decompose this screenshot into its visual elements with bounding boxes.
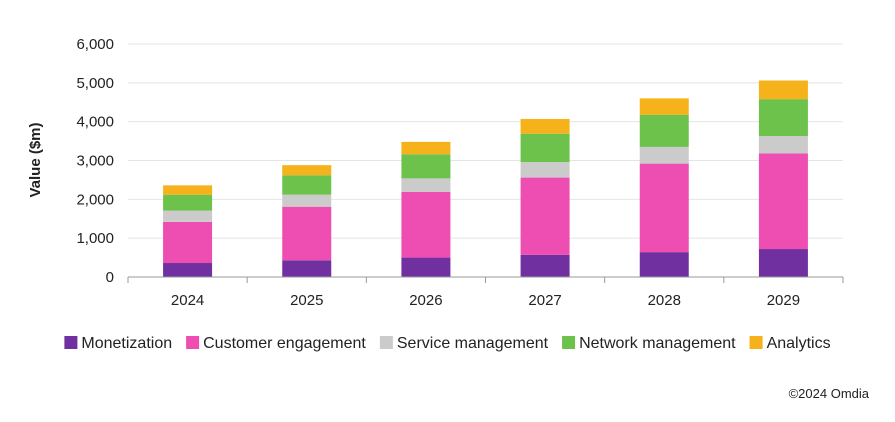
- bar-analytics-2027: [520, 118, 570, 134]
- bar-service-management-2025: [282, 194, 332, 207]
- legend-label: Analytics: [767, 335, 831, 352]
- bar-monetization-2025: [282, 260, 332, 277]
- bar-service-management-2029: [758, 136, 808, 154]
- bars: [163, 80, 808, 277]
- bar-analytics-2026: [401, 141, 451, 155]
- bar-monetization-2028: [639, 252, 689, 277]
- legend-item-service-management: Service management: [379, 335, 549, 352]
- axes: [127, 276, 844, 283]
- bar-network-management-2029: [758, 99, 808, 137]
- x-tick-label: 2028: [648, 292, 681, 309]
- y-tick-label: 1,000: [76, 230, 114, 247]
- bar-monetization-2027: [520, 254, 570, 277]
- legend-item-monetization: Monetization: [64, 335, 172, 352]
- y-tick-label: 0: [106, 269, 114, 286]
- bar-service-management-2026: [401, 178, 451, 192]
- bar-customer-engagement-2027: [520, 177, 570, 255]
- y-axis-title: Value ($m): [27, 122, 44, 197]
- bar-network-management-2026: [401, 154, 451, 179]
- legend: Monetization Customer engagement Service m…: [64, 335, 831, 352]
- bar-analytics-2028: [639, 98, 689, 115]
- bar-network-management-2027: [520, 133, 570, 163]
- bar-customer-engagement-2026: [401, 191, 451, 258]
- legend-label: Monetization: [81, 335, 172, 352]
- bar-customer-engagement-2025: [282, 206, 332, 261]
- legend-swatch: [749, 336, 763, 349]
- x-tick-label: 2025: [290, 292, 323, 309]
- legend-swatch: [562, 336, 576, 349]
- bar-network-management-2028: [639, 114, 689, 147]
- bar-monetization-2029: [758, 249, 808, 277]
- legend-item-analytics: Analytics: [749, 335, 831, 352]
- tick-labels: 0 1,000 2,000 3,000 4,000 5,000 6,000 2024 2025 2…: [76, 36, 800, 309]
- bar-customer-engagement-2024: [163, 221, 213, 264]
- bar-network-management-2025: [282, 175, 332, 195]
- y-tick-label: 6,000: [76, 36, 114, 53]
- legend-item-network-management: Network management: [562, 335, 736, 352]
- bar-customer-engagement-2028: [639, 163, 689, 253]
- legend-label: Customer engagement: [203, 335, 366, 352]
- bar-analytics-2025: [282, 165, 332, 176]
- bar-service-management-2027: [520, 162, 570, 178]
- bar-monetization-2024: [163, 263, 213, 277]
- x-tick-label: 2026: [409, 292, 442, 309]
- y-tick-label: 2,000: [76, 191, 114, 208]
- legend-swatch: [186, 336, 200, 349]
- x-tick-label: 2029: [767, 292, 800, 309]
- y-tick-label: 3,000: [76, 153, 114, 170]
- grid-lines: [128, 43, 843, 239]
- bar-service-management-2024: [163, 210, 213, 222]
- y-tick-label: 5,000: [76, 75, 114, 92]
- x-tick-label: 2027: [528, 292, 561, 309]
- x-tick-label: 2024: [171, 292, 204, 309]
- legend-item-customer-engagement: Customer engagement: [186, 335, 366, 352]
- legend-swatch: [64, 336, 78, 349]
- bar-network-management-2024: [163, 194, 213, 211]
- bar-service-management-2028: [639, 146, 689, 164]
- legend-label: Network management: [579, 335, 736, 352]
- y-tick-label: 4,000: [76, 114, 114, 131]
- bar-customer-engagement-2029: [758, 153, 808, 250]
- legend-swatch: [379, 336, 393, 349]
- legend-label: Service management: [397, 335, 549, 352]
- source-label: ©2024 Omdia: [789, 386, 870, 401]
- bar-monetization-2026: [401, 257, 451, 277]
- bar-analytics-2024: [163, 185, 213, 195]
- bar-analytics-2029: [758, 80, 808, 100]
